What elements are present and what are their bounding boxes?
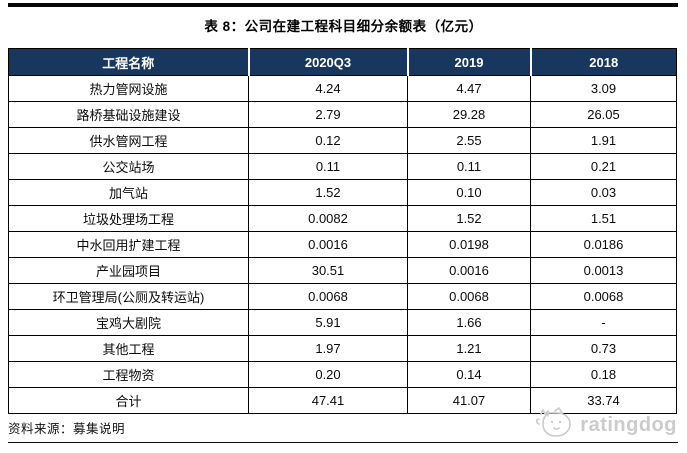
cell-2020q3-value: 2.79 [248,101,408,128]
cell-2018-value: 0.21 [530,153,677,180]
cell-2019-value: 0.0016 [407,257,531,284]
cell-2018-value: 1.51 [530,205,677,232]
cell-2019-value: 2.55 [407,127,531,154]
cell-project-name: 路桥基础设施建设 [8,101,249,128]
cell-2020q3-value: 30.51 [248,257,408,284]
cell-2019-value: 4.47 [407,75,531,102]
column-header-2020q3: 2020Q3 [247,48,408,76]
ratingdog-logo: ratingdog [533,405,677,446]
column-header-2019: 2019 [406,48,531,76]
construction-balance-table: 工程名称 2020Q3 2019 2018 热力管网设施 4.24 4.47 3… [8,48,677,414]
cell-project-name: 公交站场 [8,153,249,180]
table-row: 加气站 1.52 0.10 0.03 [8,179,677,206]
cell-2020q3-value: 0.0082 [248,205,408,232]
cell-2018-value: 1.91 [530,127,677,154]
table-row: 合计 47.41 41.07 33.74 [8,387,677,414]
table-row: 其他工程 1.97 1.21 0.73 [8,335,677,362]
cell-2019-value: 1.21 [407,335,531,362]
cell-2018-value: 0.0186 [530,231,677,258]
table-row: 中水回用扩建工程 0.0016 0.0198 0.0186 [8,231,677,258]
table-row: 工程物资 0.20 0.14 0.18 [8,361,677,388]
table-body: 热力管网设施 4.24 4.47 3.09 路桥基础设施建设 2.79 29.2… [8,75,677,414]
cell-2018-value: 0.73 [530,335,677,362]
logo-text: ratingdog [580,414,677,436]
cell-2019-value: 0.14 [407,361,531,388]
column-header-2018: 2018 [529,48,677,76]
cell-2020q3-value: 0.0068 [248,283,408,310]
cell-project-name: 供水管网工程 [8,127,249,154]
table-row: 产业园项目 30.51 0.0016 0.0013 [8,257,677,284]
column-header-project-name: 工程名称 [8,48,249,76]
cell-2018-value: 0.0068 [530,283,677,310]
cell-2019-value: 1.66 [407,309,531,336]
cell-2020q3-value: 1.52 [248,179,408,206]
cell-project-name: 合计 [8,387,249,414]
table-row: 热力管网设施 4.24 4.47 3.09 [8,75,677,102]
cell-2019-value: 0.0068 [407,283,531,310]
table-row: 供水管网工程 0.12 2.55 1.91 [8,127,677,154]
top-divider [8,3,678,7]
cell-project-name: 宝鸡大剧院 [8,309,249,336]
cell-project-name: 环卫管理局(公厕及转运站) [8,283,249,310]
cell-2018-value: 0.18 [530,361,677,388]
cell-project-name: 其他工程 [8,335,249,362]
table-row: 环卫管理局(公厕及转运站) 0.0068 0.0068 0.0068 [8,283,677,310]
cell-project-name: 垃圾处理场工程 [8,205,249,232]
table-row: 垃圾处理场工程 0.0082 1.52 1.51 [8,205,677,232]
cell-2018-value: 0.03 [530,179,677,206]
cell-2019-value: 1.52 [407,205,531,232]
table-row: 宝鸡大剧院 5.91 1.66 - [8,309,677,336]
cell-2018-value: 26.05 [530,101,677,128]
cell-2019-value: 0.0198 [407,231,531,258]
cell-2019-value: 29.28 [407,101,531,128]
cell-2020q3-value: 1.97 [248,335,408,362]
table-header-row: 工程名称 2020Q3 2019 2018 [8,48,677,76]
cell-2018-value: - [530,309,677,336]
source-note: 资料来源：募集说明 [8,422,126,436]
page-title: 表 8：公司在建工程科目细分余额表（亿元） [204,19,483,34]
table-row: 公交站场 0.11 0.11 0.21 [8,153,677,180]
cell-2020q3-value: 4.24 [248,75,408,102]
cell-2019-value: 41.07 [407,387,531,414]
cell-2019-value: 0.11 [407,153,531,180]
cell-2020q3-value: 0.20 [248,361,408,388]
cell-2019-value: 0.10 [407,179,531,206]
cell-2018-value: 33.74 [530,387,677,414]
cell-2020q3-value: 0.12 [248,127,408,154]
cell-2020q3-value: 47.41 [248,387,408,414]
cell-2018-value: 3.09 [530,75,677,102]
cell-project-name: 产业园项目 [8,257,249,284]
cell-2018-value: 0.0013 [530,257,677,284]
dog-face-icon [533,405,575,446]
table-row: 路桥基础设施建设 2.79 29.28 26.05 [8,101,677,128]
cell-project-name: 中水回用扩建工程 [8,231,249,258]
cell-project-name: 工程物资 [8,361,249,388]
cell-project-name: 热力管网设施 [8,75,249,102]
cell-2020q3-value: 0.0016 [248,231,408,258]
cell-2020q3-value: 5.91 [248,309,408,336]
bottom-divider [8,442,678,443]
cell-2020q3-value: 0.11 [248,153,408,180]
cell-project-name: 加气站 [8,179,249,206]
